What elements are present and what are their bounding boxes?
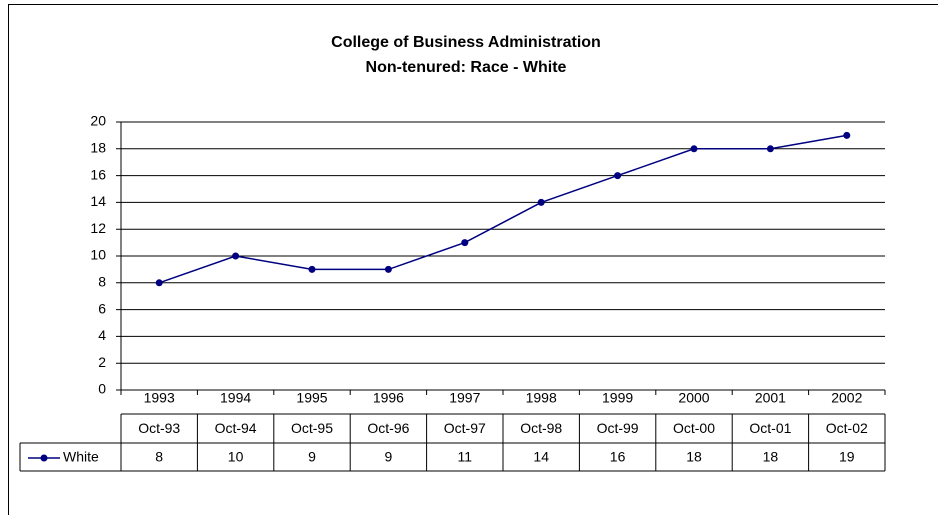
x-tick-label: 1996 [373,390,404,406]
table-value: 16 [610,449,626,465]
y-tick-label: 16 [90,166,106,182]
table-header: Oct-00 [673,420,715,436]
chart-frame [8,4,938,515]
y-tick-label: 2 [98,354,106,370]
y-tick-label: 14 [90,193,106,209]
data-point [843,131,851,139]
table-header: Oct-97 [444,420,486,436]
y-tick-label: 10 [90,247,106,263]
legend-label: White [63,449,99,465]
series-line [158,134,847,284]
table-value: 9 [385,449,393,465]
data-point [232,252,240,260]
table-header: Oct-02 [826,420,868,436]
table-value: 18 [686,449,702,465]
table-value: 11 [458,449,473,465]
table-value: 10 [228,449,244,465]
data-point [384,265,392,273]
x-tick-label: 1997 [449,390,480,406]
table-value: 19 [839,449,855,465]
table-header: Oct-01 [749,420,791,436]
table-value: 14 [533,449,549,465]
x-tick-label: 2001 [755,390,786,406]
table-value: 8 [155,449,163,465]
chart-title: College of Business Administration [331,34,601,51]
table-header: Oct-96 [367,420,409,436]
data-point [614,172,622,180]
table-header: Oct-99 [597,420,639,436]
data-point [308,265,316,273]
y-tick-label: 12 [90,220,106,236]
chart-subtitle: Non-tenured: Race - White [366,59,567,76]
table-value: 18 [763,449,779,465]
x-tick-label: 1994 [220,390,251,406]
table-header: Oct-95 [291,420,333,436]
x-tick-label: 1993 [144,390,175,406]
data-point [537,198,545,206]
table-value: 9 [308,449,316,465]
y-tick-label: 18 [90,140,106,156]
y-tick-label: 0 [98,381,106,397]
x-tick-label: 1999 [602,390,633,406]
y-tick-label: 8 [98,274,106,290]
legend-marker [40,454,48,462]
x-tick-label: 1995 [296,390,327,406]
x-tick-label: 2002 [831,390,862,406]
x-tick-label: 1998 [526,390,557,406]
y-tick-label: 20 [90,113,106,129]
data-point [461,239,469,247]
table-header: Oct-93 [138,420,180,436]
data-point [690,145,698,153]
table-header: Oct-98 [520,420,562,436]
y-tick-label: 4 [98,327,106,343]
table-header: Oct-94 [215,420,257,436]
data-point [155,279,163,287]
y-tick-label: 6 [98,300,106,316]
x-tick-label: 2000 [678,390,709,406]
data-point [766,145,774,153]
